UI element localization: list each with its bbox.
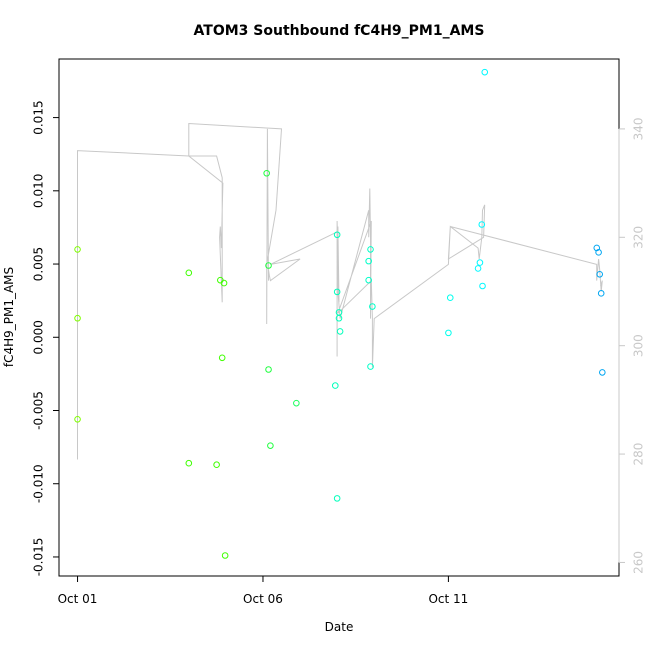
secondary-y-tick-label: 340 <box>632 117 646 140</box>
data-point <box>221 552 229 559</box>
secondary-line-layer <box>77 122 603 460</box>
data-point <box>595 249 602 256</box>
data-point <box>446 294 454 302</box>
points-layer <box>74 68 606 559</box>
data-point <box>293 399 300 407</box>
y-axis-label: fC4H9_PM1_AMS <box>2 267 16 367</box>
data-point <box>476 259 484 266</box>
data-point <box>333 495 341 502</box>
data-point <box>331 382 339 389</box>
x-axis: Oct 01 Oct 06 Oct 11 <box>58 575 468 606</box>
secondary-y-tick-label: 260 <box>632 551 646 574</box>
data-point <box>596 270 604 278</box>
y-tick-label: 0.010 <box>32 174 46 208</box>
y-tick-label: -0.005 <box>32 391 46 430</box>
data-point <box>265 366 272 373</box>
data-point <box>365 257 372 265</box>
data-point <box>479 282 486 290</box>
data-point <box>474 265 482 272</box>
data-point <box>74 415 81 423</box>
data-point <box>367 363 374 370</box>
secondary-y-tick-label: 280 <box>632 443 646 466</box>
data-point <box>267 442 274 449</box>
data-point <box>365 276 372 284</box>
x-tick-label: Oct 11 <box>428 592 468 606</box>
x-axis-label: Date <box>325 620 354 634</box>
data-point <box>213 461 220 468</box>
y-tick-label: 0.015 <box>32 100 46 134</box>
data-point <box>597 290 605 297</box>
data-point <box>220 279 228 287</box>
y-tick-label: -0.015 <box>32 538 46 577</box>
data-point <box>336 328 344 335</box>
data-point <box>599 369 606 376</box>
x-tick-label: Oct 01 <box>58 592 98 606</box>
data-point <box>185 269 193 277</box>
y-tick-label: 0.005 <box>32 247 46 281</box>
data-point <box>481 68 489 76</box>
data-point <box>445 329 452 337</box>
secondary-y-axis: 260 280 300 320 340 <box>618 117 646 574</box>
data-point <box>333 231 341 239</box>
secondary-y-tick-label: 300 <box>632 334 646 357</box>
data-point <box>367 246 374 253</box>
data-point <box>333 288 341 296</box>
data-point <box>218 354 226 362</box>
y-tick-label: 0.000 <box>32 320 46 354</box>
y-tick-label: -0.010 <box>32 464 46 503</box>
y-axis: -0.015 -0.010 -0.005 0.000 0.005 0.010 0.015 <box>32 100 60 576</box>
data-point <box>74 246 81 253</box>
chart-title: ATOM3 Southbound fC4H9_PM1_AMS <box>194 23 485 39</box>
data-point <box>263 169 270 177</box>
secondary-series-line <box>77 122 603 460</box>
data-point <box>74 314 81 322</box>
secondary-y-tick-label: 320 <box>632 226 646 249</box>
x-tick-label: Oct 06 <box>243 592 283 606</box>
data-point <box>265 262 272 269</box>
data-point <box>185 459 193 467</box>
data-point <box>335 314 343 322</box>
data-point <box>369 303 376 310</box>
data-point <box>478 221 486 228</box>
